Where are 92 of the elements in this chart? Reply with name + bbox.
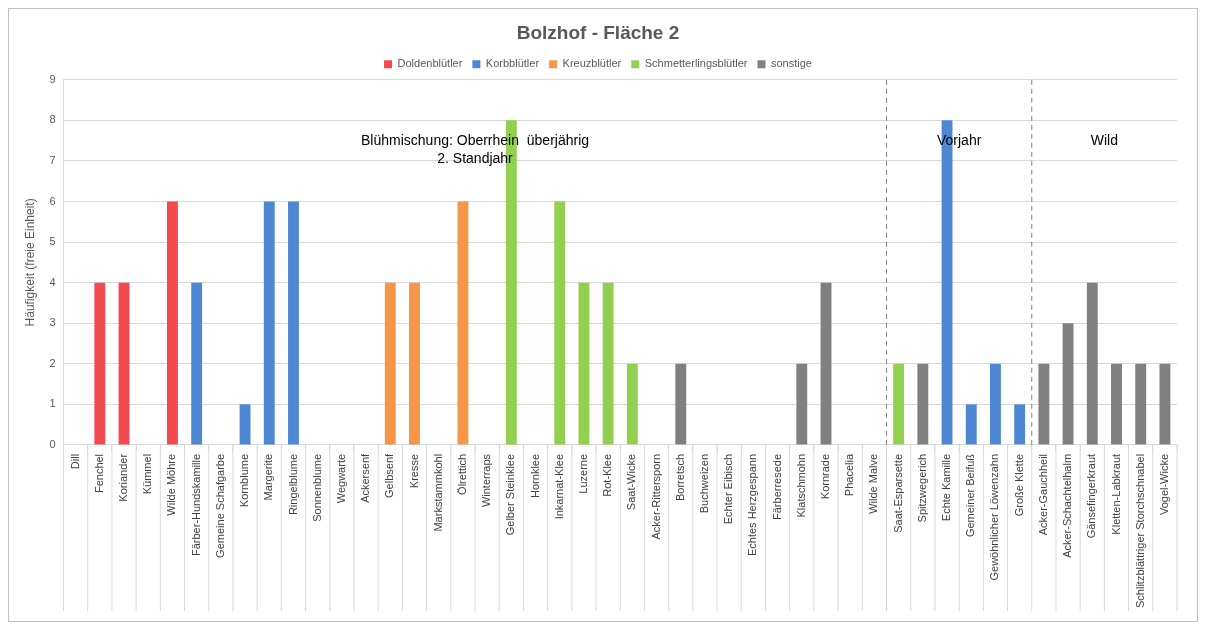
bar	[675, 363, 687, 445]
y-tick-label: 3	[49, 316, 56, 329]
x-tick-label: Wegwarte	[334, 453, 347, 504]
x-tick-label: Große Klette	[1012, 453, 1025, 517]
x-tick-label: Winterraps	[480, 453, 493, 508]
y-tick-label: 9	[49, 72, 56, 85]
bar	[167, 201, 178, 445]
bar	[118, 282, 130, 445]
x-tick-label: Gemeiner Beifuß	[964, 453, 977, 538]
y-tick-label: 5	[49, 235, 56, 248]
x-tick-label: Wilde Möhre	[165, 453, 178, 516]
x-tick-label: Gewöhnlicher Löwenzahn	[988, 453, 1001, 581]
y-tick-label: 2	[49, 356, 56, 369]
x-tick-label: Hornklee	[528, 453, 541, 498]
x-tick-label: Buchweizen	[698, 453, 711, 514]
x-tick-label: Vogel-Wicke	[1157, 453, 1170, 516]
y-tick-label: 7	[49, 153, 56, 166]
x-tick-label: Färberresede	[770, 453, 783, 520]
bar	[578, 282, 590, 445]
x-tick-label: Acker-Gauchheil	[1036, 453, 1049, 536]
bar	[990, 363, 1001, 445]
x-tick-label: Ackersenf	[359, 452, 372, 503]
x-tick-label: Borretsch	[673, 453, 686, 501]
x-tick-label: Markstammkohl	[431, 453, 444, 532]
bar	[288, 201, 299, 445]
bar	[1111, 363, 1122, 445]
bar	[457, 201, 469, 445]
bar	[1086, 282, 1098, 445]
bar	[409, 282, 420, 445]
x-tick-label: Gänsefingerkraut	[1085, 453, 1098, 539]
y-tick-label: 4	[49, 275, 56, 288]
bar	[626, 363, 638, 445]
x-tick-label: Koriander	[117, 453, 130, 502]
x-tick-label: Kornrade	[819, 453, 832, 500]
bar	[554, 201, 566, 445]
x-tick-label: Ringelblume	[286, 453, 299, 516]
x-tick-label: Sonnenblume	[310, 453, 323, 522]
x-tick-label: Schlitzblättriger Storchschnabel	[1133, 453, 1146, 608]
bar	[917, 363, 929, 445]
y-tick-label: 6	[49, 194, 56, 207]
chart-title: Bolzhof - Fläche 2	[516, 21, 680, 43]
legend-label: Doldenblütler	[397, 57, 463, 70]
x-tick-label: Kornblume	[238, 453, 251, 508]
legend-label: Kreuzblütler	[562, 57, 622, 70]
x-tick-label: Kresse	[407, 453, 420, 489]
legend-label: sonstige	[770, 57, 812, 70]
x-tick-label: Kümmel	[141, 453, 154, 495]
x-tick-label: Gelber Steinklee	[504, 453, 517, 536]
x-tick-label: Saat-Wicke	[625, 453, 638, 511]
x-tick-label: Färber-Hundskamille	[189, 453, 202, 557]
y-tick-label: 0	[49, 437, 56, 450]
bar	[965, 404, 977, 445]
x-tick-label: Dill	[68, 453, 81, 470]
y-axis-title: Häufigkeit (freie Einheit)	[22, 198, 37, 327]
x-tick-label: Phacelia	[843, 453, 856, 497]
x-tick-label: Echtes Herzgespann	[746, 453, 759, 557]
bar	[602, 282, 614, 445]
annotation: Wild	[1090, 131, 1118, 148]
x-tick-label: Gelbsenf	[383, 452, 396, 498]
x-tick-label: Rot-Klee	[601, 453, 614, 497]
bar	[1159, 363, 1171, 445]
x-tick-label: Acker-Rittersporn	[649, 453, 662, 540]
legend-label: Korbblütler	[485, 57, 540, 70]
x-tick-label: Margerite	[262, 453, 275, 501]
bar	[1135, 363, 1147, 445]
bar	[94, 282, 106, 445]
bar	[893, 363, 905, 445]
x-tick-label: Echte Kamille	[940, 453, 953, 522]
x-tick-label: Gemeine Schafgarbe	[213, 453, 226, 558]
bar	[1062, 323, 1074, 445]
legend-label: Schmetterlingsblütler	[644, 57, 748, 70]
bar	[239, 404, 251, 445]
x-tick-label: Kletten-Labkraut	[1109, 453, 1122, 535]
x-tick-label: Echter Eibisch	[722, 453, 735, 525]
x-tick-label: Klatschmohn	[794, 453, 807, 518]
bar	[263, 201, 275, 445]
bar	[1014, 404, 1026, 445]
bar	[384, 282, 396, 445]
bar	[796, 363, 808, 445]
x-tick-label: Luzerne	[576, 453, 589, 494]
x-tick-label: Wilde Malve	[867, 453, 880, 514]
x-tick-label: Inkarnat-Klee	[552, 453, 565, 520]
x-tick-label: Acker-Schachtelhalm	[1061, 453, 1074, 558]
bar	[820, 282, 832, 445]
x-tick-label: Spitzwegerich	[915, 453, 928, 523]
y-tick-label: 1	[49, 397, 56, 410]
x-tick-label: Saat-Esparsette	[891, 453, 904, 533]
bar	[1038, 363, 1050, 445]
x-tick-label: Ölrettich	[455, 453, 468, 495]
x-tick-label: Fenchel	[92, 453, 105, 494]
bar	[191, 282, 203, 445]
y-tick-label: 8	[49, 113, 56, 126]
